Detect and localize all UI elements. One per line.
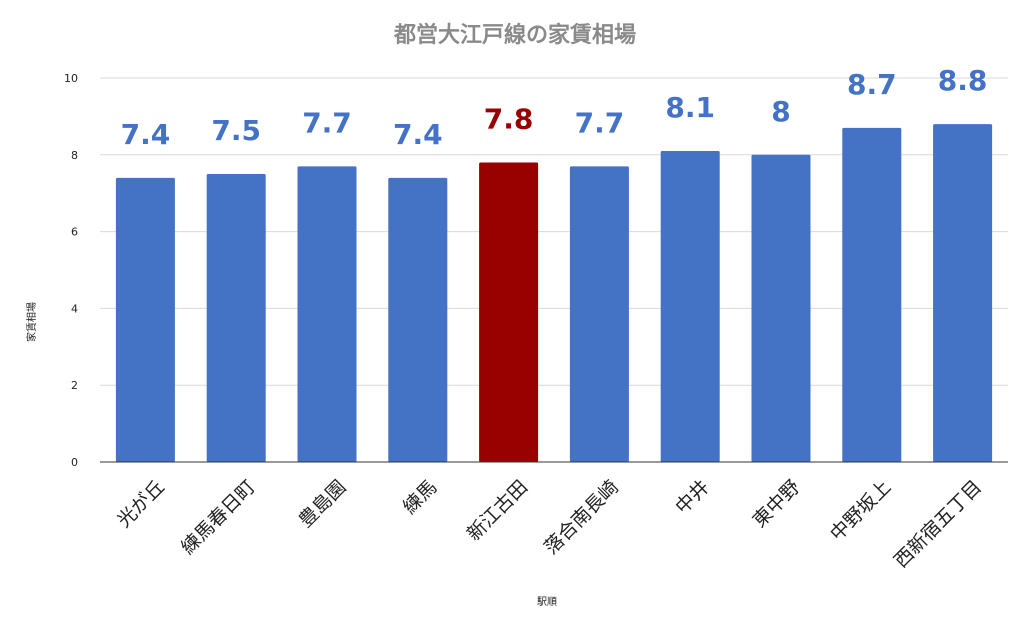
bar — [297, 166, 357, 462]
x-tick-label: 落合南長崎 — [540, 476, 623, 559]
bar-value-label: 8.1 — [665, 91, 715, 124]
bar-value-label: 8.8 — [938, 64, 988, 97]
y-tick-label: 10 — [64, 72, 78, 85]
bar-value-label: 8.7 — [847, 68, 897, 101]
y-tick-label: 8 — [71, 149, 78, 162]
y-tick-label: 2 — [71, 379, 78, 392]
bar-value-label: 7.4 — [393, 118, 443, 151]
x-tick-label: 東中野 — [749, 476, 805, 532]
bar-value-label: 7.8 — [484, 102, 534, 135]
chart-title: 都営大江戸線の家賃相場 — [393, 22, 636, 48]
bar — [751, 154, 811, 463]
bar — [933, 124, 993, 462]
bar — [479, 162, 539, 463]
data-labels: 7.4 7.5 7.7 7.4 7.8 7.7 8.1 8 8.7 8.8 — [121, 64, 988, 151]
x-tick-label: 練馬春日町 — [177, 476, 260, 559]
bar — [388, 177, 448, 462]
bar — [660, 150, 720, 462]
bar — [569, 166, 629, 462]
x-tick-label: 中野坂上 — [826, 476, 895, 545]
y-axis-ticks: 0 2 4 6 8 10 — [64, 72, 78, 469]
y-tick-label: 0 — [71, 456, 78, 469]
x-tick-label: 西新宿五丁目 — [890, 476, 986, 572]
x-tick-label: 豊島園 — [295, 476, 351, 532]
bar — [842, 127, 902, 463]
bar-value-label: 7.5 — [211, 114, 261, 147]
x-tick-label: 光が丘 — [113, 476, 169, 532]
y-axis-title: 家賃相場 — [25, 302, 38, 342]
bar-value-label: 7.7 — [575, 106, 625, 139]
bar — [206, 174, 266, 462]
bar — [115, 177, 175, 462]
bar-value-label: 7.7 — [302, 106, 352, 139]
x-tick-label: 新江古田 — [463, 476, 532, 545]
x-tick-label: 中井 — [671, 476, 713, 518]
x-axis-title: 駅順 — [537, 596, 557, 608]
bars — [115, 124, 993, 463]
x-tick-label: 練馬 — [399, 476, 441, 518]
y-tick-label: 4 — [71, 302, 78, 315]
bar-value-label: 7.4 — [121, 118, 171, 151]
y-tick-label: 6 — [71, 226, 78, 239]
bar-value-label: 8 — [771, 95, 790, 128]
